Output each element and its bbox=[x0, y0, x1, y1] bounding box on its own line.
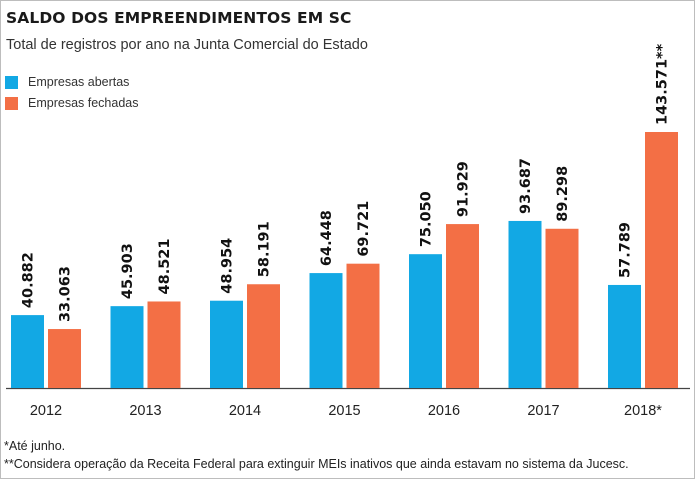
footnote-1: *Até junho. bbox=[4, 439, 66, 453]
value-label-fechadas-2016: 91.929 bbox=[456, 161, 472, 217]
value-label-fechadas-2012: 33.063 bbox=[58, 266, 74, 322]
bar-abertas-2014 bbox=[210, 300, 243, 388]
legend-swatch-abertas bbox=[5, 75, 18, 89]
footnote-2: **Considera operação da Receita Federal … bbox=[4, 457, 629, 471]
legend-item-abertas: Empresas abertas bbox=[5, 75, 129, 89]
bar-abertas-2017 bbox=[508, 220, 542, 388]
value-label-abertas-2013: 45.903 bbox=[120, 243, 136, 299]
chart-title: SALDO DOS EMPREENDIMENTOS EM SC bbox=[6, 9, 352, 27]
bar-fechadas-2015 bbox=[346, 263, 380, 388]
legend-label-fechadas: Empresas fechadas bbox=[28, 96, 139, 110]
bar-abertas-2015 bbox=[309, 273, 343, 388]
x-tick-label-2016: 2016 bbox=[428, 403, 460, 419]
bar-fechadas-2013 bbox=[147, 301, 181, 388]
bar-abertas-2018 bbox=[608, 284, 641, 388]
value-label-fechadas-2017: 89.298 bbox=[555, 166, 571, 222]
x-tick-label-2017: 2017 bbox=[527, 403, 559, 419]
value-label-abertas-2012: 40.882 bbox=[21, 252, 37, 308]
bar-fechadas-2016 bbox=[446, 224, 479, 388]
bar-fechadas-2018 bbox=[645, 132, 678, 388]
x-tick-label-2015: 2015 bbox=[328, 403, 360, 419]
value-label-fechadas-2018: 143.571** bbox=[655, 43, 671, 125]
value-label-abertas-2014: 48.954 bbox=[220, 238, 236, 294]
x-tick-label-2013: 2013 bbox=[129, 403, 161, 419]
bar-abertas-2016 bbox=[409, 254, 442, 388]
value-label-fechadas-2013: 48.521 bbox=[157, 239, 173, 295]
bar-abertas-2012 bbox=[11, 315, 44, 388]
x-tick-label-2014: 2014 bbox=[229, 403, 261, 419]
value-label-abertas-2015: 64.448 bbox=[319, 210, 335, 266]
value-label-abertas-2017: 93.687 bbox=[518, 158, 534, 214]
legend-item-fechadas: Empresas fechadas bbox=[5, 96, 138, 110]
legend-swatch-fechadas bbox=[5, 96, 18, 110]
value-label-abertas-2018: 57.789 bbox=[618, 222, 634, 278]
bar-fechadas-2014 bbox=[247, 284, 280, 388]
value-label-abertas-2016: 75.050 bbox=[419, 191, 435, 247]
bar-fechadas-2012 bbox=[48, 329, 81, 388]
bar-fechadas-2017 bbox=[545, 228, 579, 388]
bar-abertas-2013 bbox=[110, 306, 144, 388]
value-label-fechadas-2015: 69.721 bbox=[356, 201, 372, 257]
x-tick-label-2018: 2018* bbox=[624, 403, 662, 419]
legend-label-abertas: Empresas abertas bbox=[28, 75, 130, 89]
chart-subtitle: Total de registros por ano na Junta Come… bbox=[6, 37, 368, 53]
x-tick-label-2012: 2012 bbox=[30, 403, 62, 419]
value-label-fechadas-2014: 58.191 bbox=[257, 221, 273, 277]
